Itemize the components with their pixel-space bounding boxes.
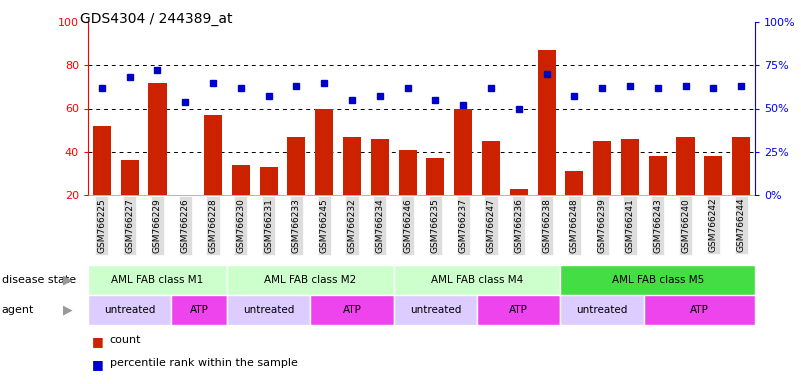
Text: AML FAB class M4: AML FAB class M4 [431, 275, 523, 285]
Bar [561, 265, 755, 295]
Bar [176, 195, 195, 238]
Bar [394, 265, 561, 295]
Bar [426, 158, 445, 238]
Bar [621, 139, 639, 238]
Text: ATP: ATP [190, 305, 208, 315]
Text: ATP: ATP [690, 305, 709, 315]
Bar [148, 83, 167, 238]
Text: GDS4304 / 244389_at: GDS4304 / 244389_at [80, 12, 232, 25]
Bar [593, 141, 611, 238]
Text: percentile rank within the sample: percentile rank within the sample [110, 358, 297, 368]
Bar [288, 137, 305, 238]
Text: AML FAB class M5: AML FAB class M5 [612, 275, 704, 285]
Text: ▶: ▶ [63, 303, 73, 316]
Bar [454, 109, 473, 238]
Text: ATP: ATP [509, 305, 528, 315]
Text: ■: ■ [92, 335, 104, 348]
Bar [260, 167, 278, 238]
Bar [732, 137, 750, 238]
Bar [310, 295, 394, 325]
Text: AML FAB class M2: AML FAB class M2 [264, 275, 356, 285]
Bar [121, 161, 139, 238]
Text: count: count [110, 335, 141, 345]
Bar [227, 265, 394, 295]
Bar [88, 265, 227, 295]
Text: ▶: ▶ [63, 273, 73, 286]
Bar [316, 109, 333, 238]
Text: agent: agent [2, 305, 34, 315]
Bar [677, 137, 694, 238]
Bar [227, 295, 310, 325]
Bar [231, 165, 250, 238]
Bar [204, 115, 222, 238]
Text: untreated: untreated [243, 305, 294, 315]
Bar [477, 295, 561, 325]
Text: ■: ■ [92, 358, 104, 371]
Bar [561, 295, 644, 325]
Bar [537, 50, 556, 238]
Bar [644, 295, 755, 325]
Bar [509, 189, 528, 238]
Bar [394, 295, 477, 325]
Bar [649, 156, 666, 238]
Text: untreated: untreated [409, 305, 461, 315]
Bar [88, 295, 171, 325]
Bar [482, 141, 500, 238]
Bar [371, 139, 388, 238]
Bar [566, 171, 583, 238]
Bar [704, 156, 723, 238]
Bar [93, 126, 111, 238]
Bar [171, 295, 227, 325]
Text: ATP: ATP [343, 305, 361, 315]
Text: untreated: untreated [104, 305, 155, 315]
Text: disease state: disease state [2, 275, 76, 285]
Text: AML FAB class M1: AML FAB class M1 [111, 275, 203, 285]
Bar [399, 150, 417, 238]
Text: untreated: untreated [577, 305, 628, 315]
Bar [343, 137, 361, 238]
